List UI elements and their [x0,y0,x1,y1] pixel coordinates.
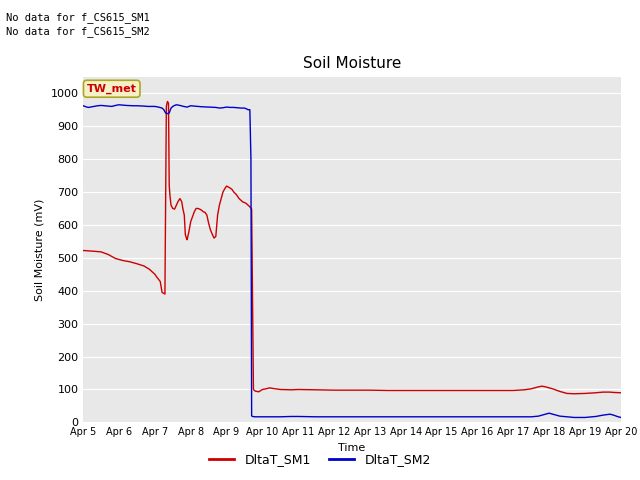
DltaT_SM2 [119,102,127,108]
DltaT_SM1 [97,249,105,255]
DltaT_SM2 [115,102,123,108]
DltaT_SM2 [79,103,87,108]
DltaT_SM1 [617,390,625,396]
Text: No data for f_CS615_SM2: No data for f_CS615_SM2 [6,26,150,37]
Text: TW_met: TW_met [87,84,137,94]
DltaT_SM1 [90,248,98,254]
DltaT_SM2 [545,410,553,416]
Title: Soil Moisture: Soil Moisture [303,57,401,72]
DltaT_SM2 [610,412,618,418]
DltaT_SM2 [538,412,546,418]
Y-axis label: Soil Moisture (mV): Soil Moisture (mV) [35,198,45,301]
DltaT_SM2 [366,414,374,420]
Text: No data for f_CS615_SM1: No data for f_CS615_SM1 [6,12,150,23]
DltaT_SM2 [617,415,625,420]
Line: DltaT_SM2: DltaT_SM2 [83,105,621,418]
DltaT_SM1 [79,248,87,253]
X-axis label: Time: Time [339,443,365,453]
DltaT_SM2 [171,103,179,108]
Line: DltaT_SM1: DltaT_SM1 [83,101,621,394]
DltaT_SM1 [563,391,571,396]
DltaT_SM1 [570,391,578,396]
DltaT_SM1 [330,387,338,393]
DltaT_SM1 [492,387,499,393]
Legend: DltaT_SM1, DltaT_SM2: DltaT_SM1, DltaT_SM2 [204,448,436,471]
DltaT_SM1 [183,237,191,242]
DltaT_SM1 [164,98,172,104]
DltaT_SM2 [570,415,578,420]
